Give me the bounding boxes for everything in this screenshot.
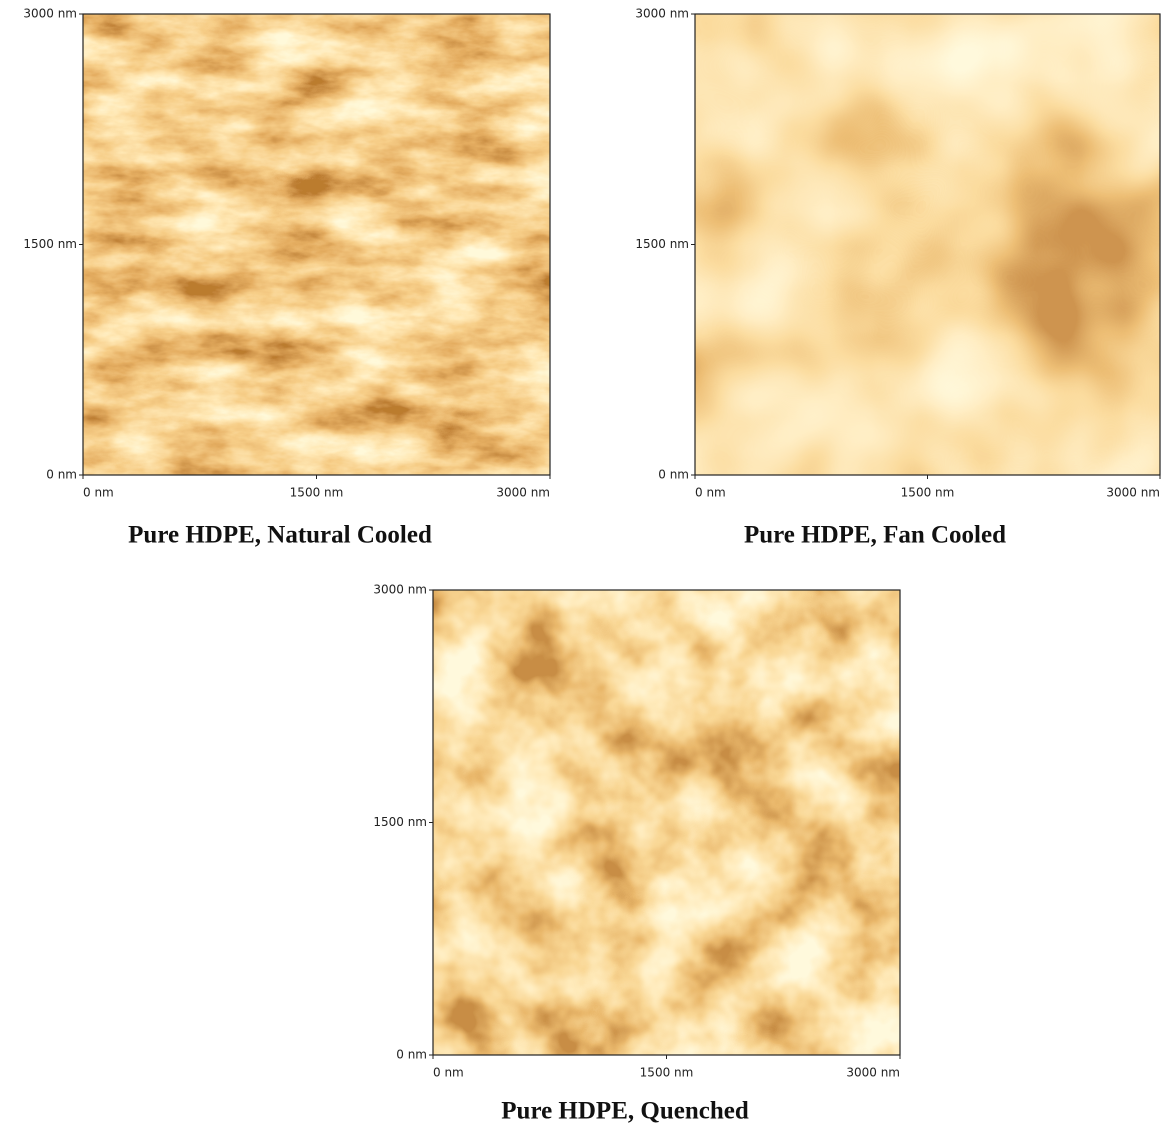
y-tick-label: 3000 nm [373,583,427,597]
x-tick-label: 3000 nm [496,486,550,500]
x-tick-label: 0 nm [695,486,726,500]
y-tick-label: 0 nm [46,468,77,482]
y-tick-label: 3000 nm [23,7,77,21]
figure: 3000 nm 1500 nm 0 nm 0 nm 1500 nm 3000 nm Pure… [0,0,1163,1128]
x-tick-label: 1500 nm [901,486,955,500]
afm-image [433,590,900,1055]
x-tick-label: 3000 nm [846,1066,900,1080]
y-tick-label: 0 nm [396,1048,427,1062]
x-tick-label: 0 nm [83,486,114,500]
x-tick-label: 1500 nm [290,486,344,500]
x-tick-label: 3000 nm [1106,486,1160,500]
afm-image [83,14,550,475]
y-tick-label: 3000 nm [635,7,689,21]
y-tick-label: 0 nm [658,468,689,482]
y-tick-label: 1500 nm [635,237,689,251]
x-tick-label: 0 nm [433,1066,464,1080]
y-tick-label: 1500 nm [373,815,427,829]
caption: Pure HDPE, Quenched [501,1098,749,1125]
y-tick-label: 1500 nm [23,237,77,251]
afm-image [695,14,1160,475]
caption: Pure HDPE, Fan Cooled [744,522,1006,549]
x-tick-label: 1500 nm [640,1066,694,1080]
caption: Pure HDPE, Natural Cooled [128,522,432,549]
